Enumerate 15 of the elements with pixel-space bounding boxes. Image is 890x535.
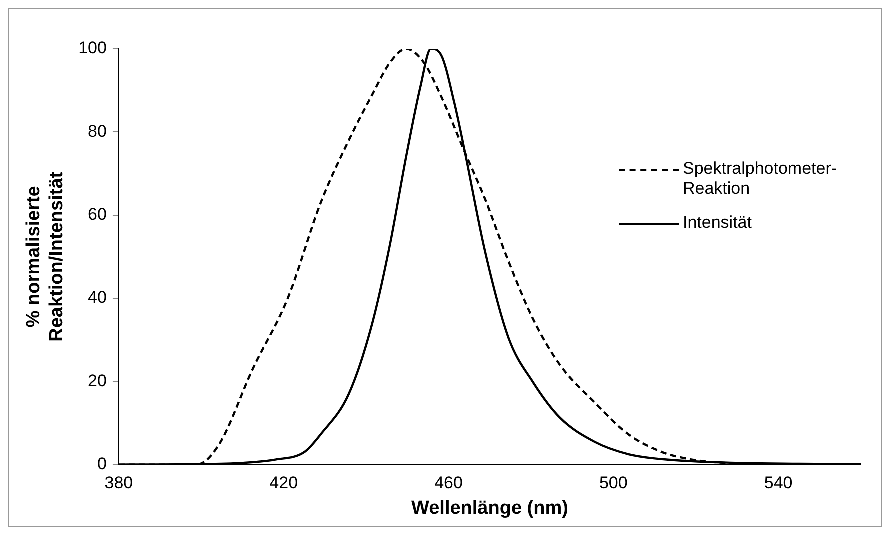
x-tick-label: 380: [104, 474, 134, 493]
x-tick-label: 500: [599, 474, 628, 493]
x-tick-label: 420: [270, 474, 298, 493]
y-tick-label: 60: [88, 205, 107, 224]
y-axis-title: % normalisierte Reaktion/Intensität: [24, 171, 68, 342]
x-axis-title: Wellenlänge (nm): [412, 498, 568, 519]
x-tick-label: 460: [434, 474, 463, 493]
y-tick-label: 40: [88, 288, 107, 308]
y-tick-label: 0: [97, 454, 107, 474]
legend-label: Spektralphotometer-Reaktion: [683, 159, 838, 199]
y-tick-label: 20: [88, 371, 107, 390]
x-tick-label: 540: [764, 474, 793, 493]
y-tick-label: 100: [78, 38, 107, 58]
legend-label: Intensität: [683, 213, 753, 233]
y-tick-label: 80: [88, 122, 107, 141]
